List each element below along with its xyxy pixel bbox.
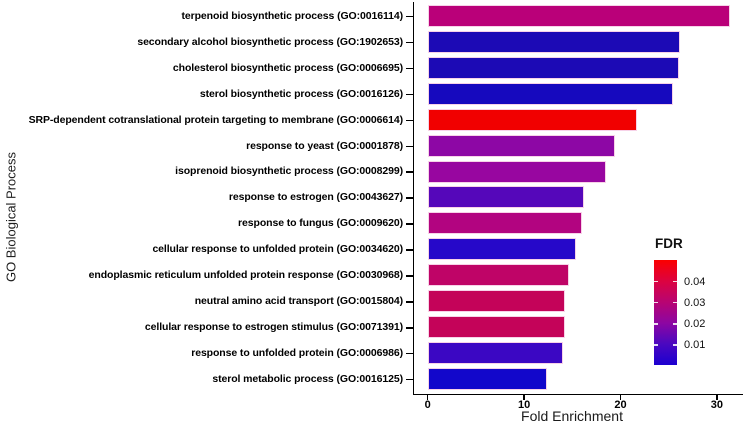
x-tick-mark [716, 395, 718, 400]
x-axis-title: Fold Enrichment [521, 408, 623, 424]
category-label: sterol biosynthetic process (GO:0016126) [199, 87, 403, 100]
bar-row: response to unfolded protein (GO:0006986… [0, 340, 745, 366]
bar [427, 5, 731, 27]
bar-row: terpenoid biosynthetic process (GO:00161… [0, 3, 745, 29]
y-tick-mark [406, 119, 413, 122]
bar-row: SRP-dependent cotranslational protein ta… [0, 107, 745, 133]
category-label: response to estrogen (GO:0043627) [228, 191, 403, 204]
x-axis-line [412, 393, 743, 395]
bar [427, 186, 584, 209]
y-tick-mark [406, 301, 413, 303]
y-tick-mark [406, 378, 413, 381]
bar-row: sterol biosynthetic process (GO:0016126) [0, 81, 745, 107]
bar-row: cellular response to unfolded protein (G… [0, 236, 745, 262]
bar [427, 108, 637, 131]
category-label: cellular response to estrogen stimulus (… [144, 321, 403, 334]
category-label: response to fungus (GO:0009620) [238, 217, 403, 230]
bar [427, 212, 582, 235]
x-tick-mark [426, 395, 429, 400]
category-label: cellular response to unfolded protein (G… [152, 243, 403, 256]
x-tick-label: 0 [424, 399, 431, 411]
category-label: endoplasmic reticulum unfolded protein r… [88, 269, 403, 282]
y-tick-mark [406, 197, 413, 199]
bars-area: terpenoid biosynthetic process (GO:00161… [0, 3, 745, 392]
category-label: SRP-dependent cotranslational protein ta… [28, 113, 403, 126]
bar-row: endoplasmic reticulum unfolded protein r… [0, 262, 745, 288]
category-label: terpenoid biosynthetic process (GO:00161… [181, 9, 403, 22]
category-label: response to unfolded protein (GO:0006986… [191, 346, 403, 359]
y-tick-mark [406, 15, 413, 18]
x-tick-mark [523, 395, 525, 400]
y-tick-mark [406, 41, 413, 44]
x-tick-label: 20 [614, 399, 627, 411]
bar-row: secondary alcohol biosynthetic process (… [0, 29, 745, 55]
bar [427, 30, 681, 53]
bar [427, 316, 565, 339]
x-tick-label: 30 [710, 399, 724, 411]
bar [427, 341, 563, 364]
x-tick-label: 10 [517, 399, 531, 411]
bar [427, 134, 615, 157]
bar [427, 56, 680, 79]
y-axis-line [412, 2, 414, 394]
bar-row: response to estrogen (GO:0043627) [0, 184, 745, 210]
bar [427, 290, 565, 313]
y-tick-mark [406, 352, 413, 355]
y-tick-mark [406, 249, 413, 251]
y-tick-mark [406, 145, 413, 148]
bar-row: cellular response to estrogen stimulus (… [0, 314, 745, 340]
y-tick-mark [406, 275, 413, 277]
category-label: secondary alcohol biosynthetic process (… [137, 35, 403, 48]
bar-row: response to yeast (GO:0001878) [0, 133, 745, 159]
x-tick-mark [619, 395, 622, 400]
bar [427, 160, 607, 183]
bar-row: cholesterol biosynthetic process (GO:000… [0, 55, 745, 81]
bar-row: sterol metabolic process (GO:0016125) [0, 366, 745, 392]
y-tick-mark [406, 223, 413, 225]
category-label: cholesterol biosynthetic process (GO:000… [172, 61, 403, 74]
bar [427, 367, 548, 390]
category-label: response to yeast (GO:0001878) [246, 139, 403, 152]
category-label: neutral amino acid transport (GO:0015804… [194, 295, 403, 308]
y-tick-mark [406, 171, 413, 173]
bar-row: neutral amino acid transport (GO:0015804… [0, 288, 745, 314]
bar [427, 238, 577, 261]
bar [427, 264, 569, 287]
y-tick-mark [406, 93, 413, 96]
category-label: isoprenoid biosynthetic process (GO:0008… [175, 165, 403, 178]
y-tick-mark [406, 327, 413, 329]
bar [427, 82, 673, 105]
bar-row: response to fungus (GO:0009620) [0, 210, 745, 236]
bar-row: isoprenoid biosynthetic process (GO:0008… [0, 159, 745, 185]
category-label: sterol metabolic process (GO:0016125) [212, 372, 403, 385]
y-tick-mark [406, 67, 413, 70]
